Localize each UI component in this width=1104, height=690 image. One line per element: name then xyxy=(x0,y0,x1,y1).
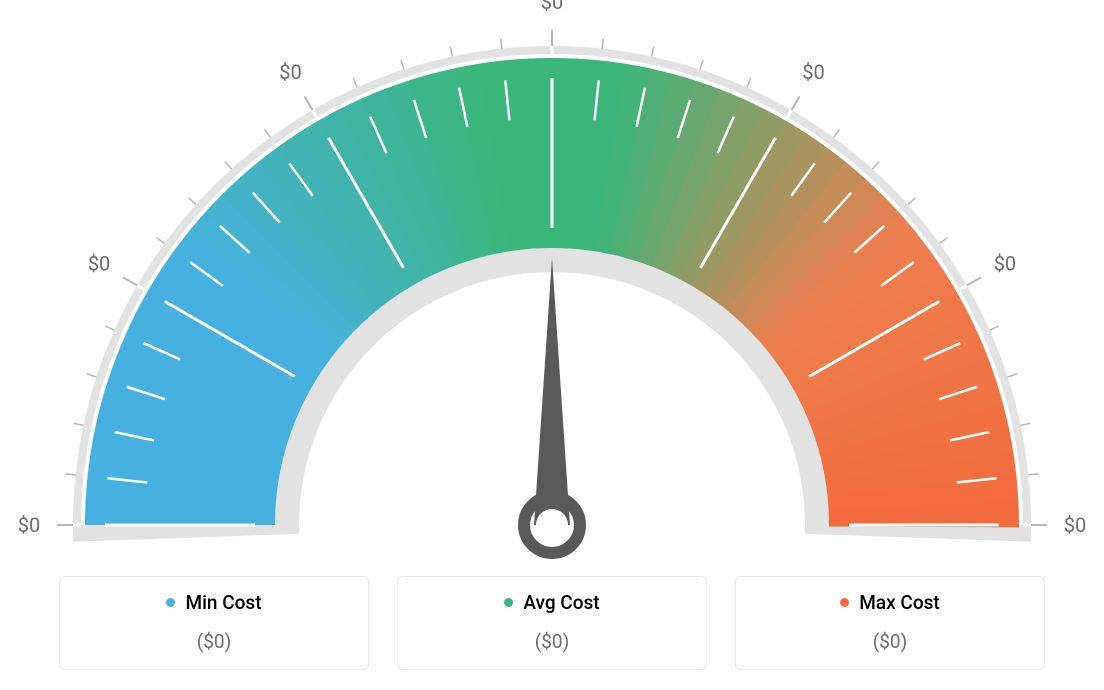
legend-dot-avg xyxy=(504,598,513,607)
legend-label-max: Max Cost xyxy=(840,591,939,614)
gauge-tick-label: $0 xyxy=(18,513,40,537)
gauge-tick-label: $0 xyxy=(994,252,1016,276)
legend-card-max: Max Cost ($0) xyxy=(735,576,1045,670)
legend-text-min: Min Cost xyxy=(185,591,261,614)
legend-text-max: Max Cost xyxy=(859,591,939,614)
legend-row: Min Cost ($0) Avg Cost ($0) Max Cost ($0… xyxy=(0,576,1104,670)
legend-card-avg: Avg Cost ($0) xyxy=(397,576,707,670)
gauge-svg: $0 $0 $0 $0 $0 $0 $0 xyxy=(0,0,1104,560)
gauge-tick-label: $0 xyxy=(88,252,110,276)
gauge-tick-label: $0 xyxy=(1064,513,1086,537)
gauge-tick-label: $0 xyxy=(802,60,824,84)
legend-value-min: ($0) xyxy=(78,630,350,653)
gauge-tick-label: $0 xyxy=(279,60,301,84)
legend-card-min: Min Cost ($0) xyxy=(59,576,369,670)
cost-gauge-chart: $0 $0 $0 $0 $0 $0 $0 Min Cost ($0) Avg Cost ($… xyxy=(0,0,1104,690)
legend-label-avg: Avg Cost xyxy=(504,591,599,614)
legend-dot-min xyxy=(166,598,175,607)
legend-text-avg: Avg Cost xyxy=(523,591,599,614)
gauge-needle xyxy=(534,258,570,525)
legend-dot-max xyxy=(840,598,849,607)
legend-label-min: Min Cost xyxy=(166,591,261,614)
legend-value-avg: ($0) xyxy=(416,630,688,653)
legend-value-max: ($0) xyxy=(754,630,1026,653)
gauge-tick-label: $0 xyxy=(541,0,563,14)
gauge-area: $0 $0 $0 $0 $0 $0 $0 xyxy=(0,0,1104,560)
